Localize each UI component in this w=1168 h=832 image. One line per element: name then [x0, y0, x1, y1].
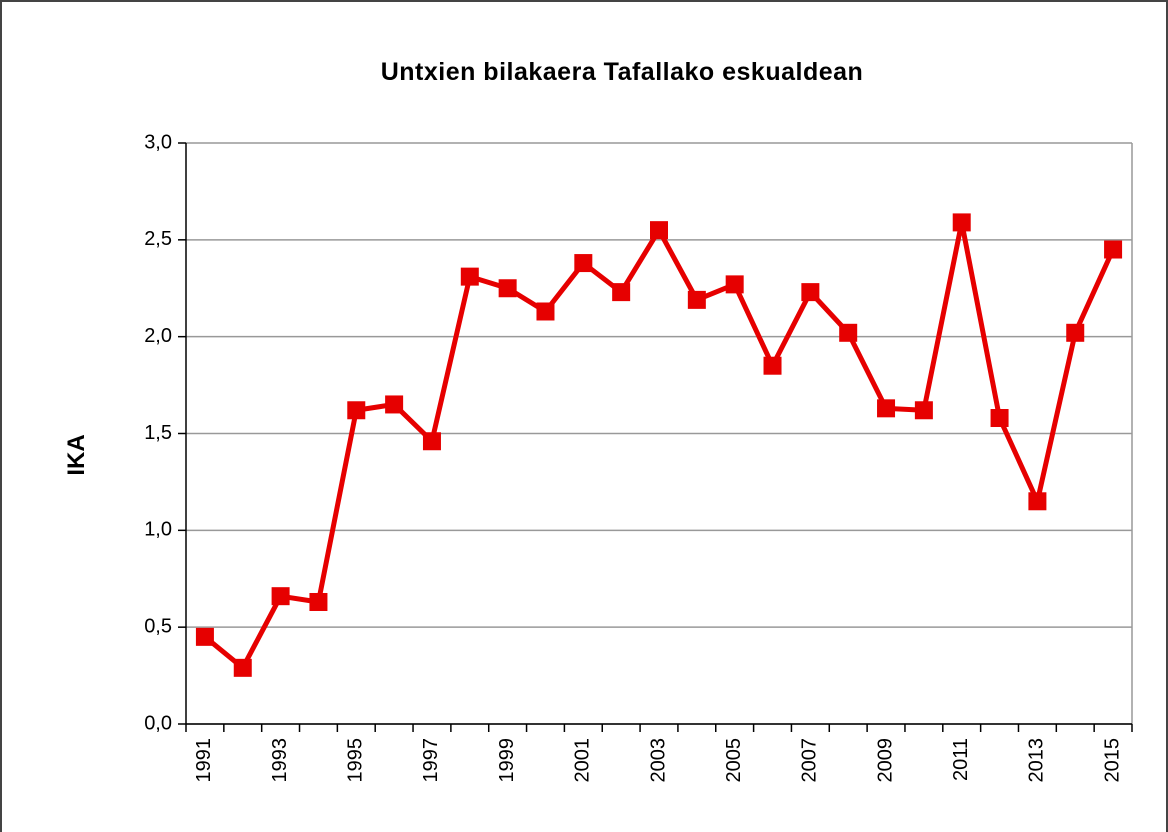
- x-tick-label: 1999: [496, 738, 518, 783]
- y-tick-label: 1,0: [144, 519, 172, 541]
- y-tick-label: 3,0: [144, 131, 172, 153]
- marker: [309, 592, 328, 611]
- marker: [1104, 240, 1123, 259]
- marker: [1028, 492, 1047, 511]
- y-tick-label: 0,0: [144, 712, 172, 734]
- marker: [725, 275, 744, 294]
- x-tick-label: 2007: [799, 738, 821, 783]
- y-tick-label: 0,5: [144, 615, 172, 637]
- x-tick-label: 1993: [269, 738, 291, 783]
- x-tick-label: 2011: [950, 738, 972, 781]
- marker: [271, 587, 290, 606]
- x-tick-label: 1995: [345, 738, 367, 783]
- y-tick-label: 2,0: [144, 325, 172, 347]
- marker: [233, 658, 252, 677]
- marker: [574, 254, 593, 273]
- x-tick-label: 2009: [874, 738, 896, 783]
- y-tick-label: 1,5: [144, 422, 172, 444]
- marker: [612, 283, 631, 302]
- marker: [347, 401, 366, 420]
- marker: [650, 221, 668, 240]
- marker: [460, 267, 479, 286]
- marker: [385, 395, 404, 414]
- x-tick-label: 2001: [572, 738, 594, 783]
- y-axis-label: IKA: [63, 434, 90, 475]
- marker: [763, 356, 782, 375]
- x-tick-label: 2003: [647, 738, 669, 783]
- x-tick-label: 1991: [193, 738, 215, 783]
- marker: [195, 627, 214, 646]
- x-tick-label: 2013: [1026, 738, 1048, 783]
- x-tick-label: 1997: [420, 738, 442, 783]
- marker: [990, 409, 1009, 428]
- marker: [498, 279, 517, 298]
- marker: [839, 323, 858, 342]
- marker: [422, 432, 441, 451]
- x-tick-label: 2005: [723, 738, 745, 783]
- marker: [801, 283, 820, 302]
- marker: [536, 302, 555, 321]
- y-tick-label: 2,5: [144, 228, 172, 250]
- x-tick-label: 2015: [1101, 738, 1123, 783]
- marker: [1066, 323, 1085, 342]
- marker: [914, 401, 933, 420]
- marker: [952, 213, 971, 232]
- marker: [687, 290, 706, 309]
- chart-title: Untxien bilakaera Tafallako eskualdean: [381, 58, 864, 86]
- marker: [877, 399, 896, 418]
